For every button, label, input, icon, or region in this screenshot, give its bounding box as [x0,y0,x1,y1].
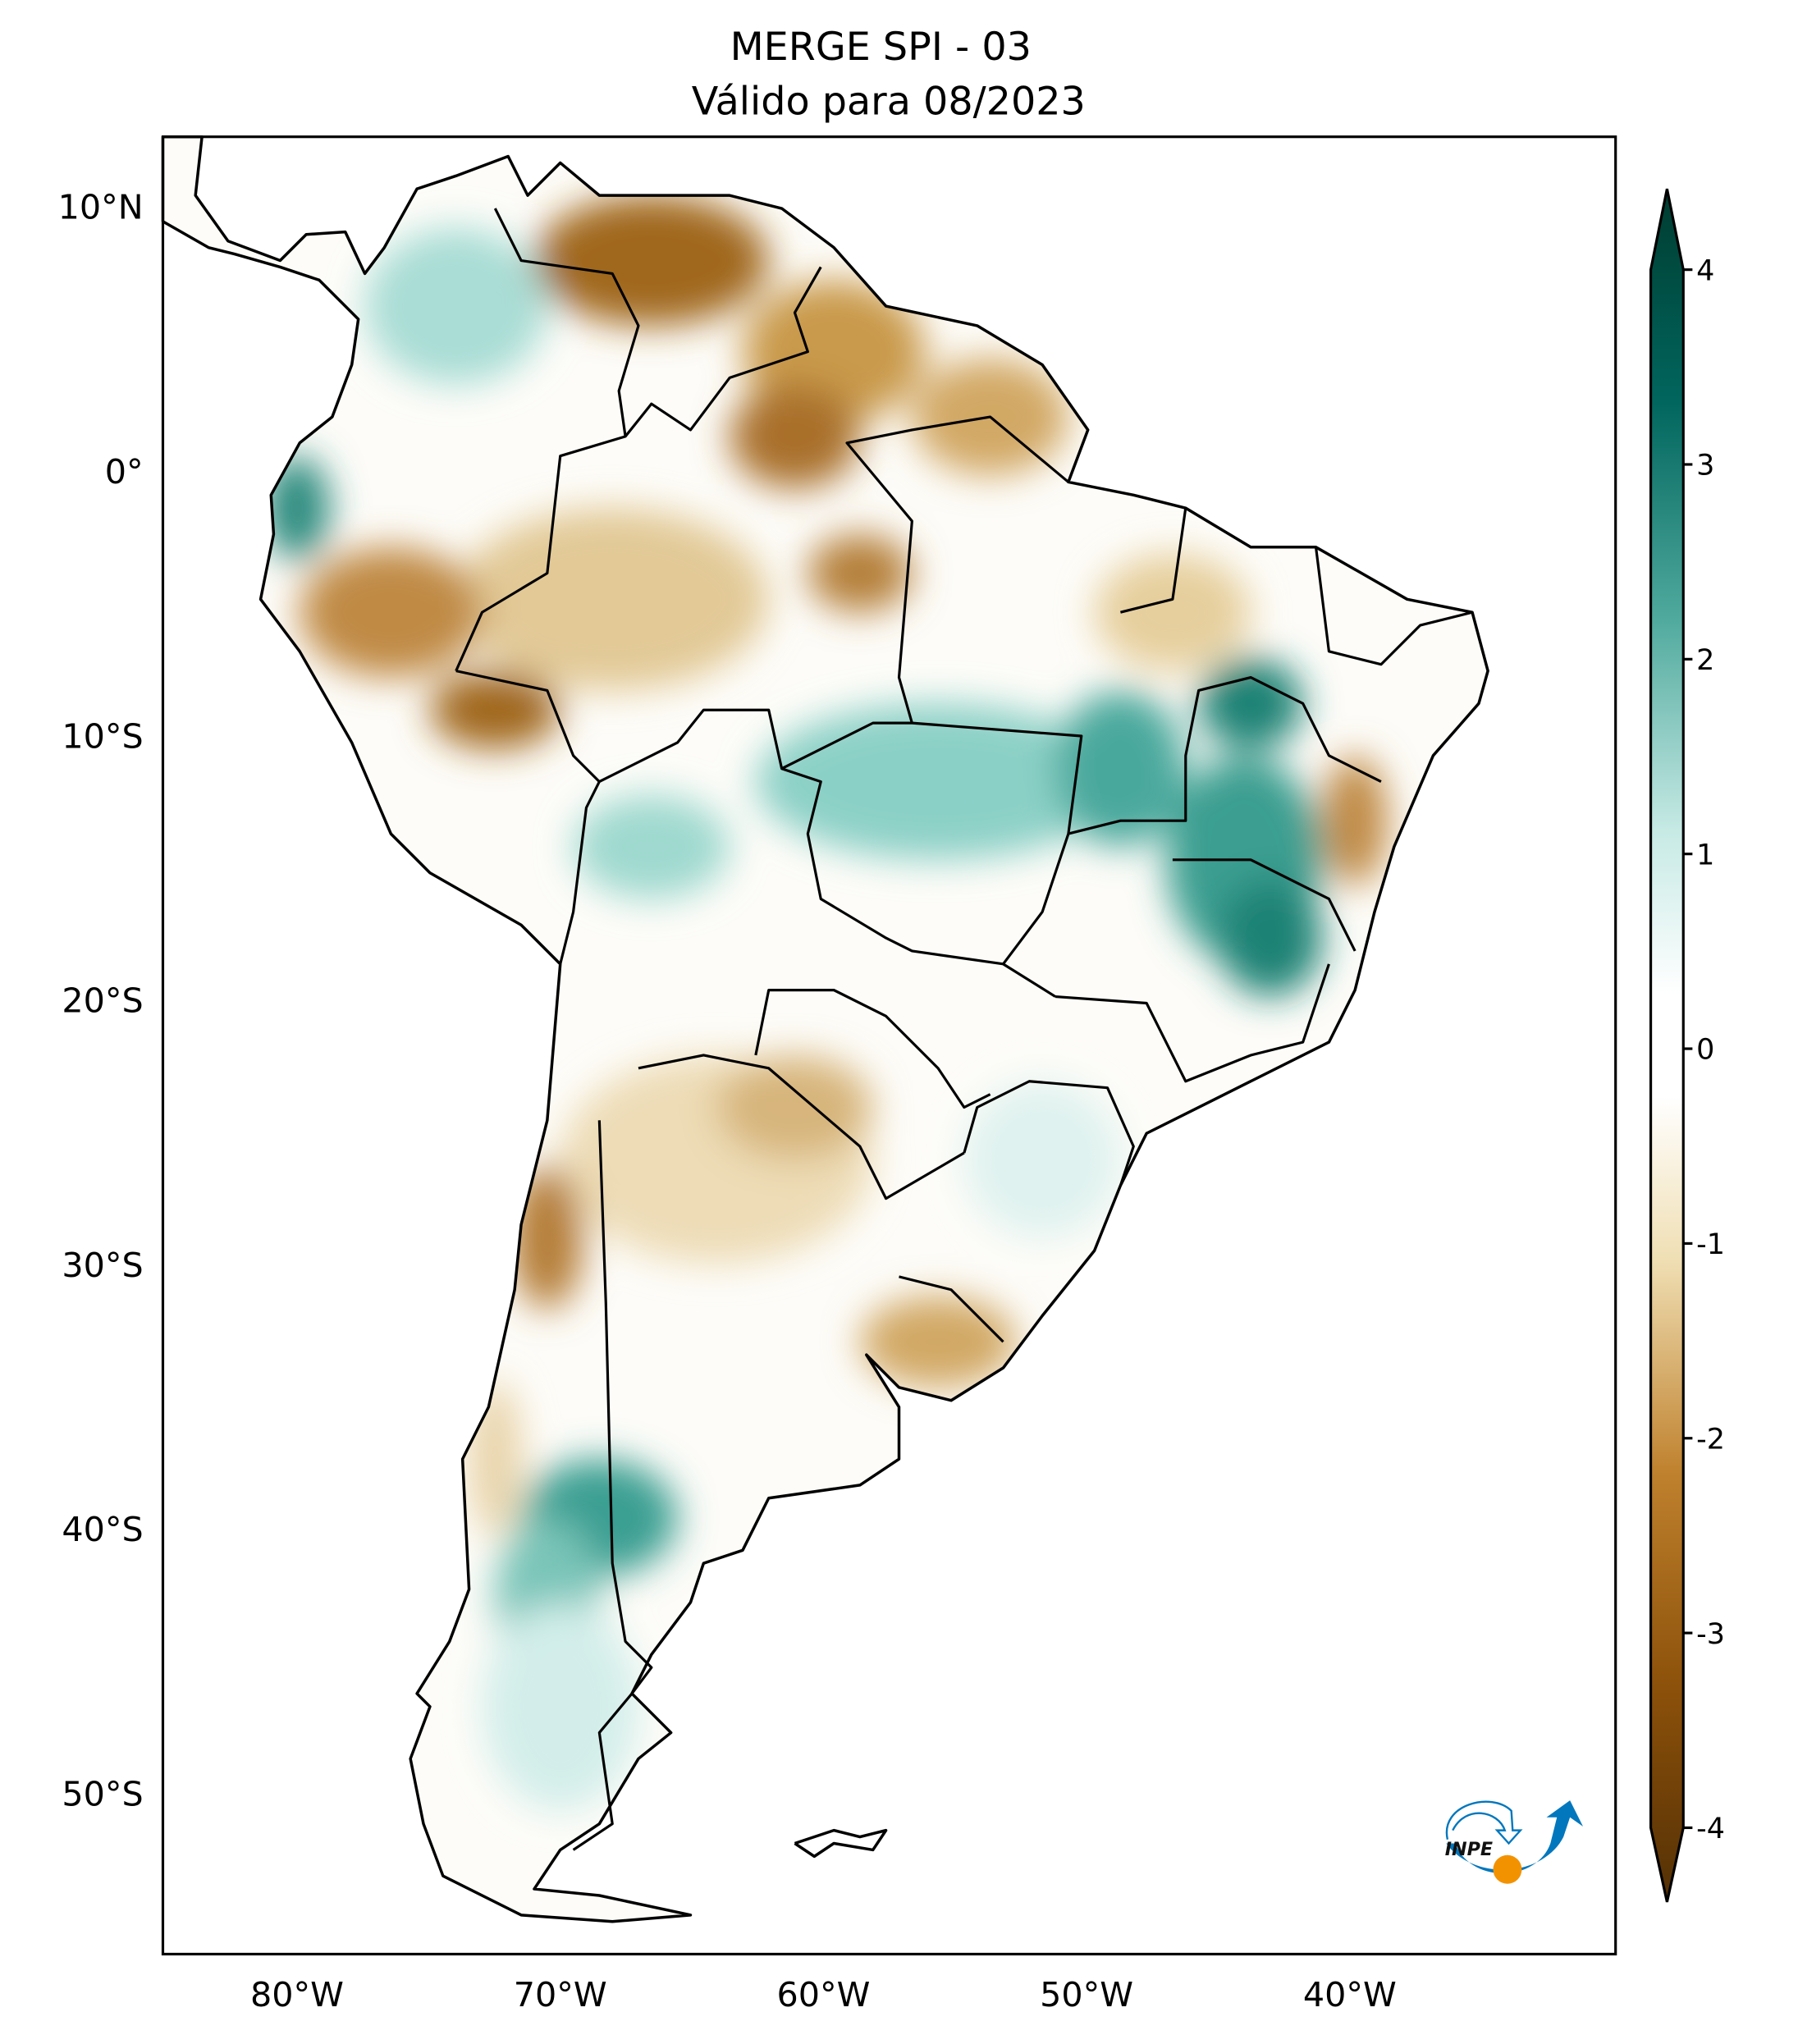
colorbar-tick-label: 0 [1696,1034,1714,1067]
latitude-axis: 10°N 0° 10°S 20°S 30°S 40°S 50°S [58,188,144,1814]
spi-patch [1322,755,1388,886]
border-line [963,1080,1135,1187]
colorbar-tick-label: 4 [1696,254,1714,287]
colorbar-bar [1649,188,1685,1903]
border-line [1314,546,1473,666]
border-line [780,721,1083,965]
colorbar: 4 3 2 1 0 -1 -2 -3 -4 [1649,188,1725,1903]
border-line [572,1120,653,1851]
longitude-axis: 80°W 70°W 60°W 50°W 40°W [250,1975,1397,2014]
spi-patch [963,1081,1121,1238]
border-line [1055,963,1330,1083]
longitude-tick-label: 50°W [1040,1975,1133,2014]
spi-patch [300,546,483,678]
colorbar-ticks: 4 3 2 1 0 -1 -2 -3 -4 [1683,254,1725,1845]
longitude-tick-label: 40°W [1303,1975,1397,2014]
border-line [455,670,601,783]
latitude-tick-label: 50°S [62,1774,143,1813]
latitude-tick-label: 0° [105,452,144,492]
border-line [845,415,1069,724]
border-line [1068,675,1382,835]
spi-patch [455,508,769,691]
spi-patch [510,1165,584,1310]
latitude-tick-label: 10°N [58,188,144,227]
spi-patch [533,195,769,326]
border-line [1120,506,1251,614]
logo-text: INPE [1445,1839,1493,1860]
latitude-tick-label: 10°S [62,716,143,756]
colorbar-tick-label: -1 [1696,1228,1725,1261]
spi-field [264,195,1388,1811]
inpe-logo: INPE [1445,1800,1584,1884]
colorbar-tick-label: -2 [1696,1423,1725,1456]
longitude-tick-label: 70°W [514,1975,607,2014]
border-line [1172,858,1357,952]
logo-outline-arrow [1445,1800,1523,1845]
border-line [493,208,640,437]
spi-patch [859,1296,1017,1388]
spi-patch [1198,657,1303,749]
latitude-tick-label: 20°S [62,981,143,1021]
latitude-tick-label: 40°S [62,1510,143,1549]
spi-patch [1094,553,1251,671]
falkland-islands [794,1828,888,1859]
spi-patch [364,227,547,385]
colorbar-tick-label: -3 [1696,1618,1725,1651]
map-panel: 10°N 0° 10°S 20°S 30°S 40°S 50°S 80°W 70°W 60°W 5… [58,135,1617,2014]
longitude-tick-label: 80°W [250,1975,344,2014]
spi-patch [807,533,913,613]
logo-arrow [1446,1800,1584,1874]
spi-patch [716,1054,873,1159]
border-line [638,1054,965,1200]
longitude-tick-label: 60°W [776,1975,870,2014]
spi-patch [1218,879,1323,997]
colorbar-tick-label: 2 [1696,644,1714,677]
border-line [455,266,822,672]
title-line-1: MERGE SPI - 03 [730,25,1032,70]
colorbar-tick-label: 1 [1696,839,1714,871]
spi-patch [264,455,330,560]
spi-patch [482,1602,638,1811]
spi-patch [755,703,1121,860]
colorbar-tick-label: 3 [1696,450,1714,482]
map-frame [161,135,1617,1956]
border-line [899,1275,1004,1343]
coastline [161,135,1489,1923]
spi-patch [730,384,860,489]
spi-patch [1055,690,1186,847]
logo-orange-dot [1493,1854,1522,1884]
spi-patch [573,794,730,899]
spi-patch [429,670,560,749]
latitude-tick-label: 30°S [62,1246,143,1285]
border-line [754,989,991,1109]
colorbar-tick-label: -4 [1696,1813,1725,1845]
country-borders [455,208,1473,1851]
title-line-2: Válido para 08/2023 [692,80,1086,125]
